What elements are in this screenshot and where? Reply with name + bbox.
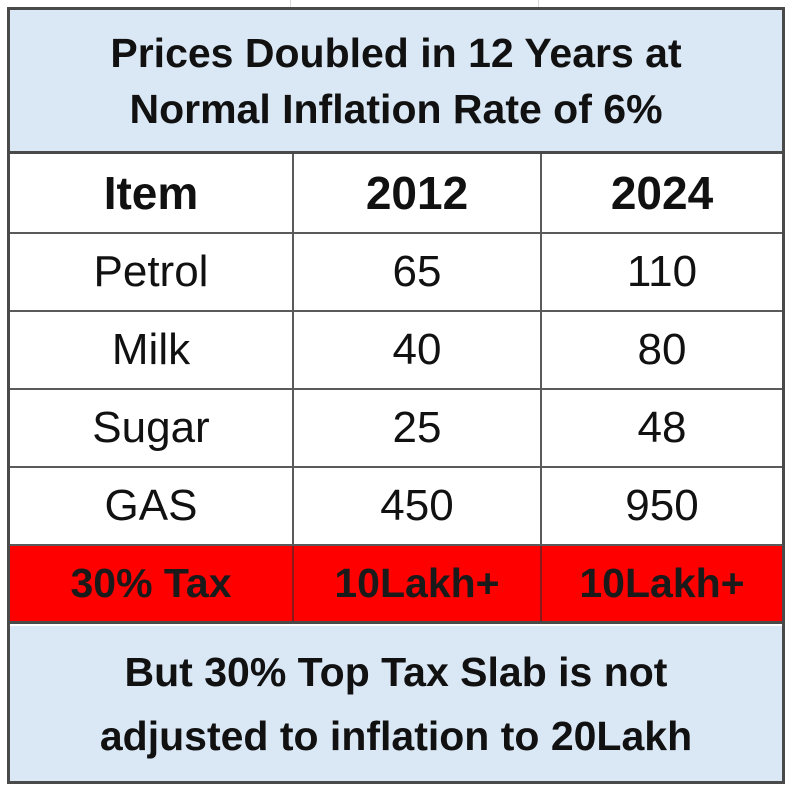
table-row: GAS 450 950 bbox=[10, 468, 782, 546]
column-header-2024[interactable]: 2024 bbox=[610, 167, 714, 219]
table-row: Petrol 65 110 bbox=[10, 234, 782, 312]
title-banner[interactable]: Prices Doubled in 12 Years at Normal Inf… bbox=[10, 10, 782, 154]
cell-value-2012[interactable]: 450 bbox=[294, 468, 542, 544]
table-row: Milk 40 80 bbox=[10, 312, 782, 390]
cell-value-2024[interactable]: 110 bbox=[626, 247, 698, 296]
cell-value-2012[interactable]: 25 bbox=[294, 390, 542, 466]
footer-line-2: adjusted to inflation to 20Lakh bbox=[99, 712, 693, 759]
price-table: Prices Doubled in 12 Years at Normal Inf… bbox=[7, 7, 785, 784]
title-line-1: Prices Doubled in 12 Years at bbox=[110, 29, 682, 76]
header-row: Item 2012 2024 bbox=[10, 154, 782, 234]
tax-label-cell[interactable]: 30% Tax bbox=[10, 546, 294, 621]
cell-item[interactable]: Petrol bbox=[10, 234, 294, 310]
table-row: Sugar 25 48 bbox=[10, 390, 782, 468]
column-header-2012[interactable]: 2012 bbox=[294, 154, 542, 232]
table-grid: Item 2012 2024 Petrol 65 110 Milk 40 80 … bbox=[10, 154, 782, 624]
cell-item[interactable]: GAS bbox=[10, 468, 294, 544]
sheet-gridline bbox=[290, 0, 291, 8]
tax-threshold-2024[interactable]: 10Lakh+ bbox=[579, 560, 745, 606]
cell-value-2024[interactable]: 950 bbox=[625, 481, 699, 530]
cell-item[interactable]: Milk bbox=[10, 312, 294, 388]
column-header-item[interactable]: Item bbox=[10, 154, 294, 232]
cell-item[interactable]: Sugar bbox=[10, 390, 294, 466]
cell-value-2012[interactable]: 65 bbox=[294, 234, 542, 310]
sheet-gridline bbox=[538, 0, 539, 8]
cell-value-2012[interactable]: 40 bbox=[294, 312, 542, 388]
footer-line-1: But 30% Top Tax Slab is not bbox=[124, 648, 668, 695]
title-line-2: Normal Inflation Rate of 6% bbox=[129, 85, 663, 132]
tax-highlight-row: 30% Tax 10Lakh+ 10Lakh+ bbox=[10, 546, 782, 624]
cell-value-2024[interactable]: 48 bbox=[637, 403, 687, 452]
tax-threshold-2012[interactable]: 10Lakh+ bbox=[294, 546, 542, 621]
footer-banner[interactable]: But 30% Top Tax Slab is not adjusted to … bbox=[10, 626, 782, 781]
cell-value-2024[interactable]: 80 bbox=[637, 325, 687, 374]
